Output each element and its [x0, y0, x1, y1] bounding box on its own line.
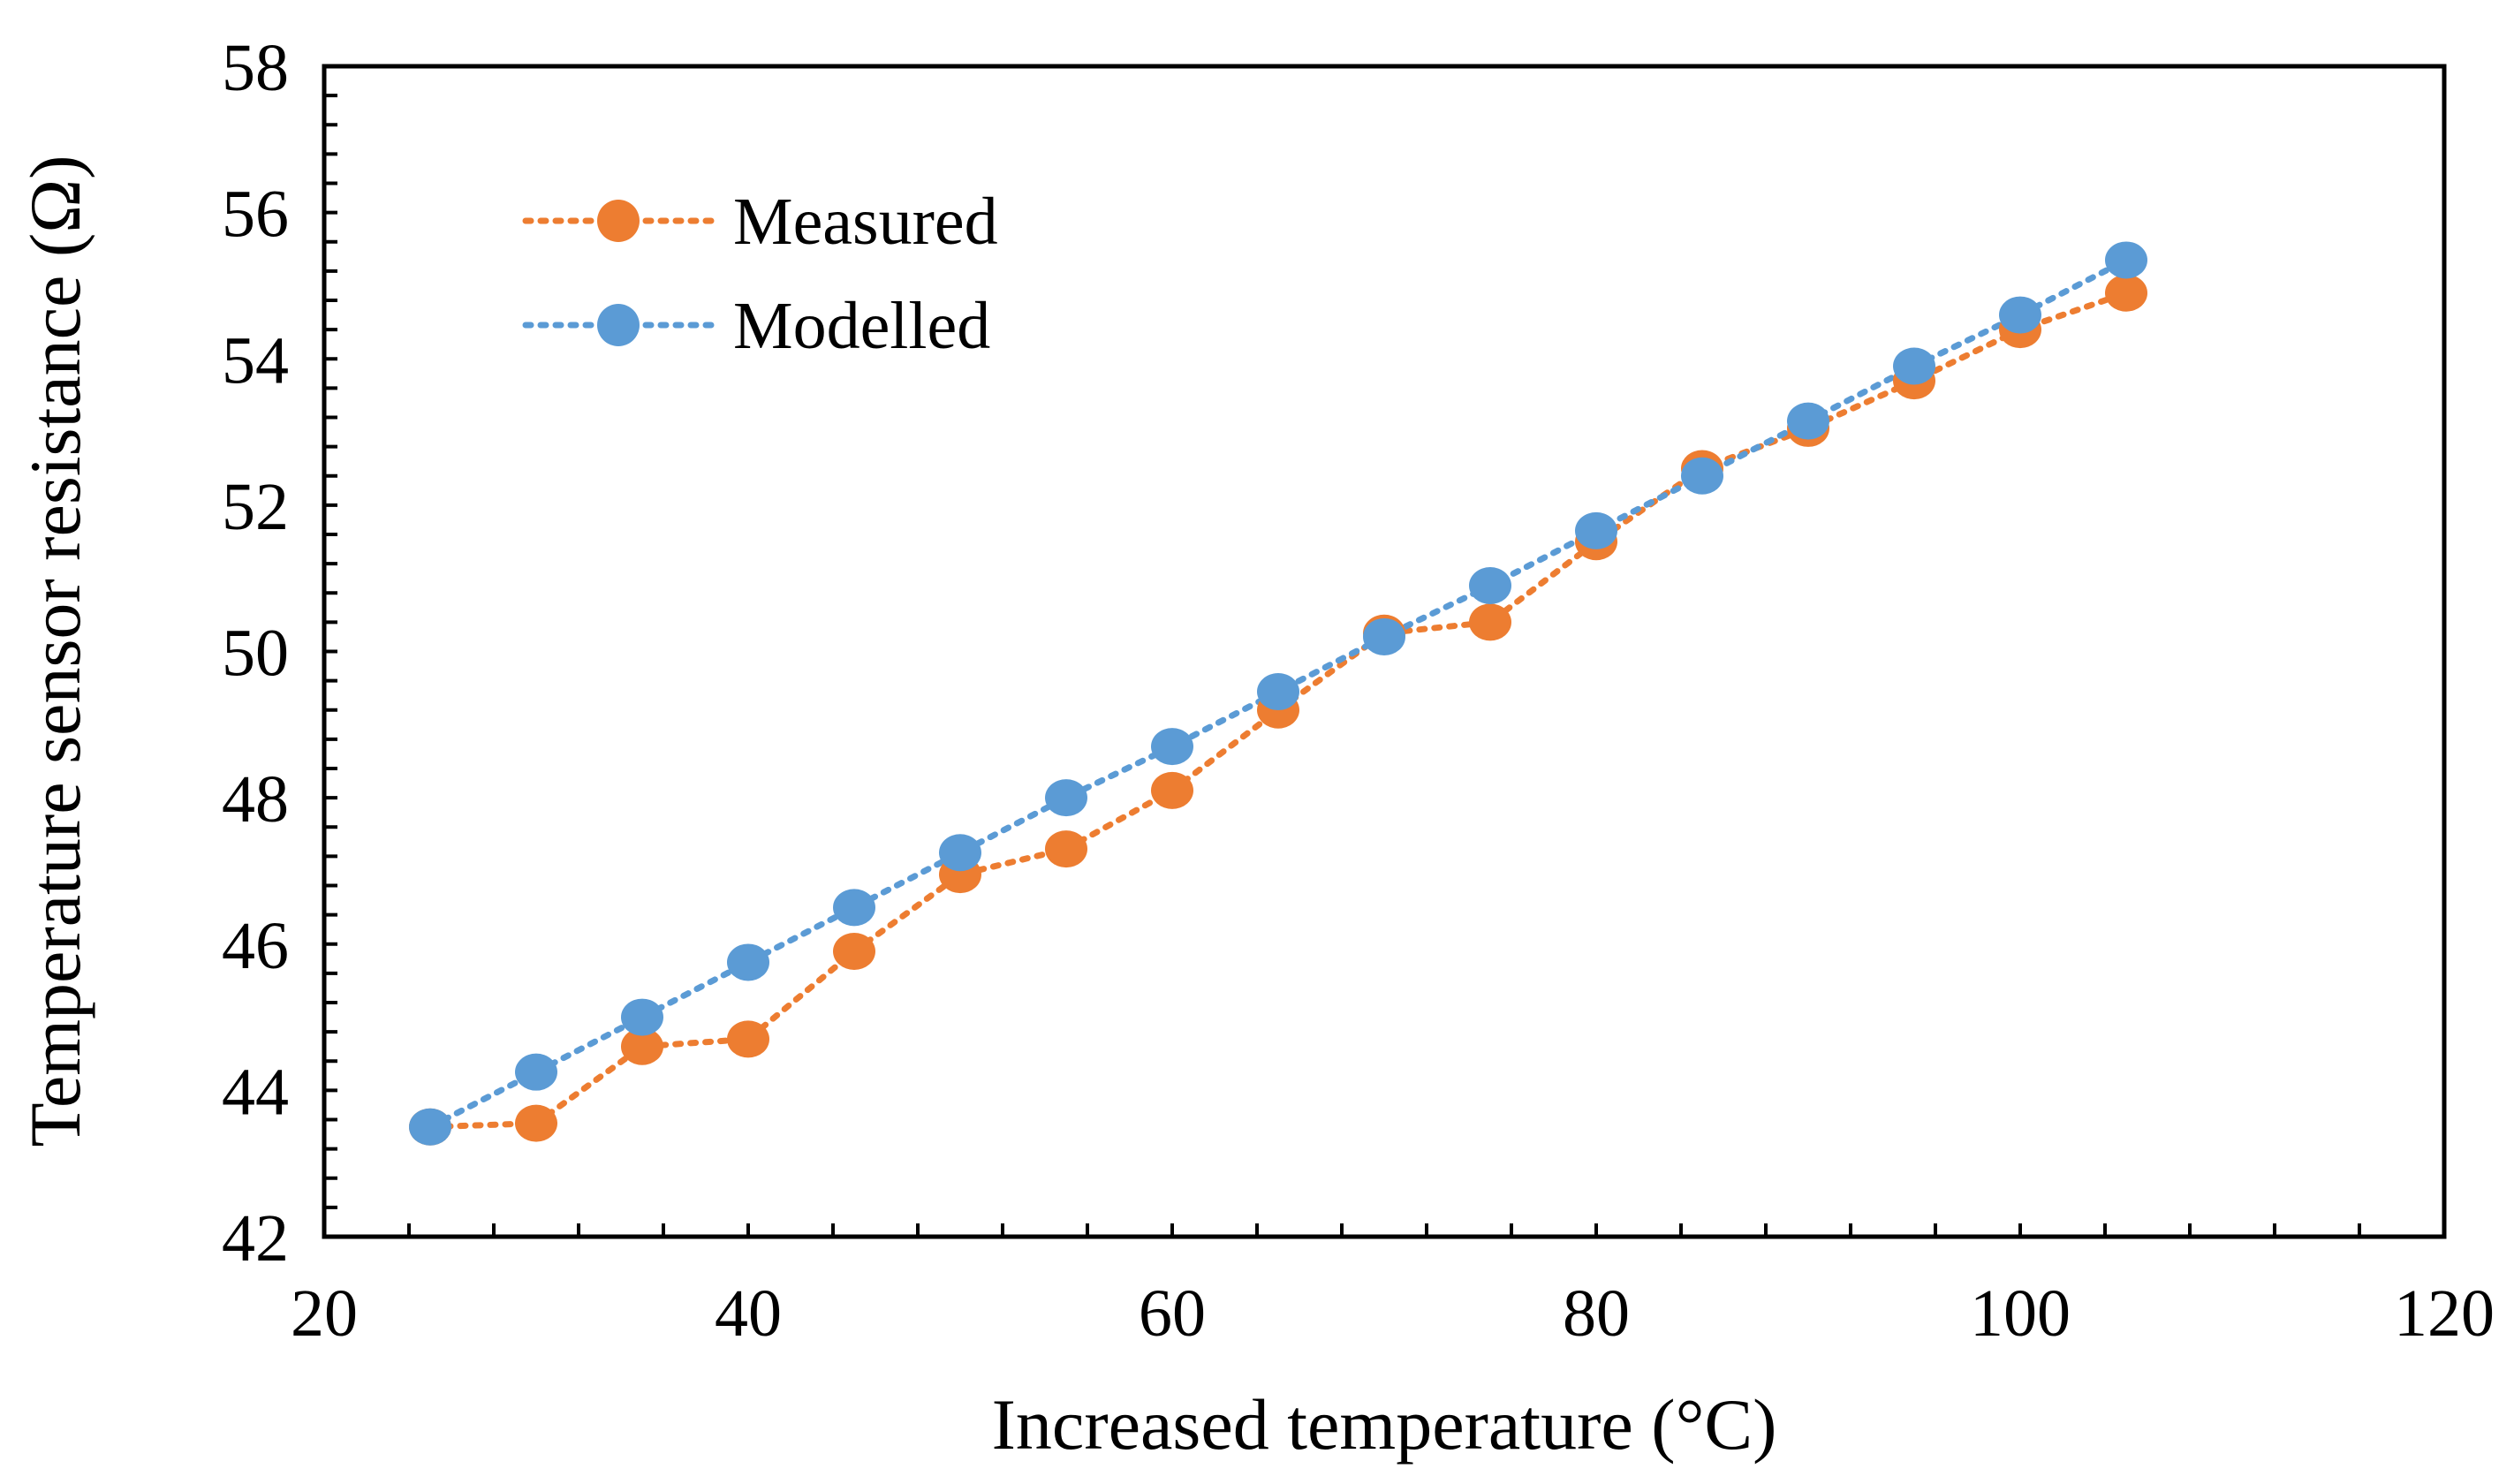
- y-tick-label: 42: [222, 1201, 289, 1276]
- y-tick-label: 50: [222, 617, 289, 691]
- data-point-modelled: [515, 1053, 557, 1091]
- data-point-measured: [1045, 830, 1087, 868]
- x-tick-label: 40: [715, 1276, 782, 1351]
- x-tick-label: 100: [1970, 1276, 2071, 1351]
- legend-label-modelled: Modelled: [733, 289, 990, 363]
- legend-marker-modelled: [597, 304, 640, 346]
- y-tick-label: 46: [222, 909, 289, 983]
- data-point-modelled: [1681, 457, 1723, 495]
- data-point-modelled: [1999, 296, 2041, 334]
- y-tick-label: 44: [222, 1055, 289, 1129]
- x-tick-labels: 20 40 60 80 100 120: [291, 1276, 2495, 1351]
- x-tick-label: 20: [291, 1276, 358, 1351]
- data-point-modelled: [1045, 779, 1087, 817]
- data-point-measured: [515, 1104, 557, 1142]
- minor-ticks: [322, 64, 2446, 1238]
- data-point-modelled: [1257, 673, 1299, 711]
- y-axis-title: Temperature sensor resistance (Ω): [15, 155, 95, 1147]
- data-point-modelled: [939, 834, 981, 872]
- y-tick-label: 48: [222, 762, 289, 837]
- legend: Measured Modelled: [522, 185, 998, 363]
- data-point-modelled: [1575, 511, 1617, 549]
- series-layer: [409, 241, 2147, 1146]
- data-point-measured: [2105, 274, 2147, 312]
- y-tick-label: 56: [222, 178, 289, 252]
- data-point-modelled: [1151, 728, 1193, 766]
- legend-label-measured: Measured: [733, 185, 998, 259]
- x-tick-label: 80: [1563, 1276, 1630, 1351]
- legend-marker-measured: [597, 200, 640, 242]
- data-point-modelled: [409, 1108, 451, 1146]
- data-point-modelled: [621, 998, 663, 1036]
- data-point-measured: [727, 1020, 769, 1058]
- data-point-modelled: [1893, 347, 1935, 385]
- data-point-modelled: [2105, 241, 2147, 279]
- x-axis-title: Increased temperature (°C): [992, 1384, 1777, 1465]
- data-point-measured: [621, 1027, 663, 1065]
- data-point-modelled: [1787, 402, 1829, 440]
- data-point-measured: [1151, 771, 1193, 809]
- x-tick-label: 60: [1139, 1276, 1206, 1351]
- data-point-measured: [1469, 603, 1511, 641]
- x-tick-label: 120: [2394, 1276, 2495, 1351]
- y-tick-labels: 42 44 46 48 50 52 54 56 58: [222, 31, 289, 1276]
- data-point-modelled: [727, 943, 769, 981]
- y-tick-label: 52: [222, 470, 289, 544]
- y-tick-label: 54: [222, 323, 289, 398]
- data-point-modelled: [833, 889, 875, 927]
- data-point-modelled: [1469, 566, 1511, 604]
- data-point-measured: [833, 933, 875, 971]
- data-point-modelled: [1363, 617, 1405, 655]
- y-tick-label: 58: [222, 31, 289, 105]
